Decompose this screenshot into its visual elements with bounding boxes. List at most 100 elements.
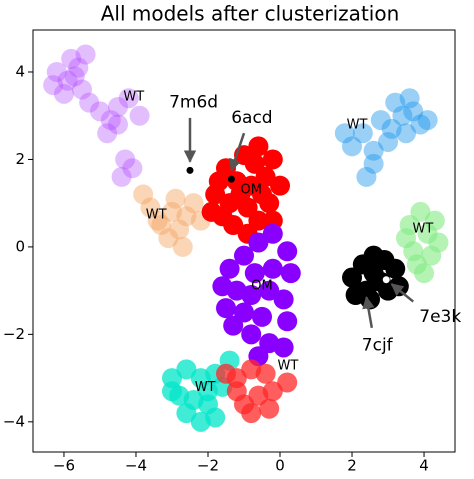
point xyxy=(172,236,193,257)
annotation-arrow xyxy=(229,132,246,172)
point xyxy=(71,79,92,100)
point xyxy=(385,258,406,279)
point xyxy=(165,188,186,209)
point xyxy=(424,210,445,231)
point xyxy=(252,184,273,205)
annotation-label: 6acd xyxy=(231,108,272,128)
annotation-arrow xyxy=(362,295,375,329)
x-tick-label: 0 xyxy=(275,457,285,475)
point xyxy=(107,96,128,117)
point xyxy=(255,363,276,384)
marked-point xyxy=(227,175,235,183)
point xyxy=(215,298,236,319)
point xyxy=(403,101,424,122)
cluster-label: OM xyxy=(251,278,272,293)
cluster-label: WT xyxy=(146,207,167,222)
point xyxy=(140,197,161,218)
annotation-label: 7e3k xyxy=(419,307,461,327)
cluster-label: WT xyxy=(195,380,216,395)
point xyxy=(115,149,136,170)
point xyxy=(161,201,182,222)
point xyxy=(252,306,273,327)
y-tick-label: 4 xyxy=(15,62,25,80)
axes-frame xyxy=(32,29,456,453)
point xyxy=(392,105,413,126)
point xyxy=(176,403,197,424)
point xyxy=(342,136,363,157)
cluster-label: WT xyxy=(278,358,299,373)
point xyxy=(129,105,150,126)
point xyxy=(57,70,78,91)
point xyxy=(133,184,154,205)
point xyxy=(215,363,236,384)
point xyxy=(417,110,438,131)
point xyxy=(259,398,280,419)
point xyxy=(414,263,435,284)
point xyxy=(370,110,391,131)
chart-title: All models after clusterization xyxy=(101,2,400,26)
x-tick-label: −6 xyxy=(53,457,75,475)
point xyxy=(212,276,233,297)
point xyxy=(259,280,280,301)
point xyxy=(363,263,384,284)
plot-area: WT WT WT WT OM OM WT WT 7m6d 6acd 7e3k 7cjf xyxy=(43,44,461,432)
point xyxy=(43,75,64,96)
point xyxy=(385,92,406,113)
point xyxy=(197,381,218,402)
y-tick-label: −2 xyxy=(3,325,25,343)
point xyxy=(219,193,240,214)
point xyxy=(363,153,384,174)
point xyxy=(248,232,269,253)
point xyxy=(277,372,298,393)
point xyxy=(151,215,172,236)
point xyxy=(147,210,168,231)
point xyxy=(262,258,283,279)
point xyxy=(241,324,262,345)
y-tick-label: −4 xyxy=(3,412,25,430)
point xyxy=(270,175,291,196)
point xyxy=(169,219,190,240)
point xyxy=(219,258,240,279)
y-tick-label: 0 xyxy=(15,237,25,255)
point xyxy=(158,228,179,249)
annotation-label: 7m6d xyxy=(169,93,218,113)
point xyxy=(378,280,399,301)
point xyxy=(176,206,197,227)
point xyxy=(61,48,82,69)
point xyxy=(46,61,67,82)
point xyxy=(360,289,381,310)
point xyxy=(89,101,110,122)
point xyxy=(277,241,298,262)
point xyxy=(381,118,402,139)
point xyxy=(97,123,118,144)
point xyxy=(53,83,74,104)
point xyxy=(241,285,262,306)
y-tick-label: 2 xyxy=(15,150,25,168)
point xyxy=(161,381,182,402)
point xyxy=(205,407,226,428)
point xyxy=(428,232,449,253)
x-tick-label: −4 xyxy=(125,457,147,475)
point xyxy=(334,123,355,144)
point xyxy=(277,311,298,332)
point xyxy=(399,88,420,109)
point xyxy=(223,315,244,336)
point xyxy=(378,131,399,152)
point xyxy=(244,263,265,284)
point xyxy=(352,123,373,144)
point xyxy=(111,166,132,187)
point xyxy=(410,201,431,222)
point xyxy=(176,359,197,380)
x-tick-label: 2 xyxy=(347,457,357,475)
point xyxy=(183,193,204,214)
point xyxy=(273,289,294,310)
point xyxy=(75,44,96,65)
point xyxy=(280,263,301,284)
point xyxy=(234,245,254,266)
point xyxy=(100,110,121,131)
point xyxy=(356,166,377,187)
marked-point xyxy=(382,276,390,284)
point xyxy=(122,158,143,179)
point xyxy=(68,57,89,78)
